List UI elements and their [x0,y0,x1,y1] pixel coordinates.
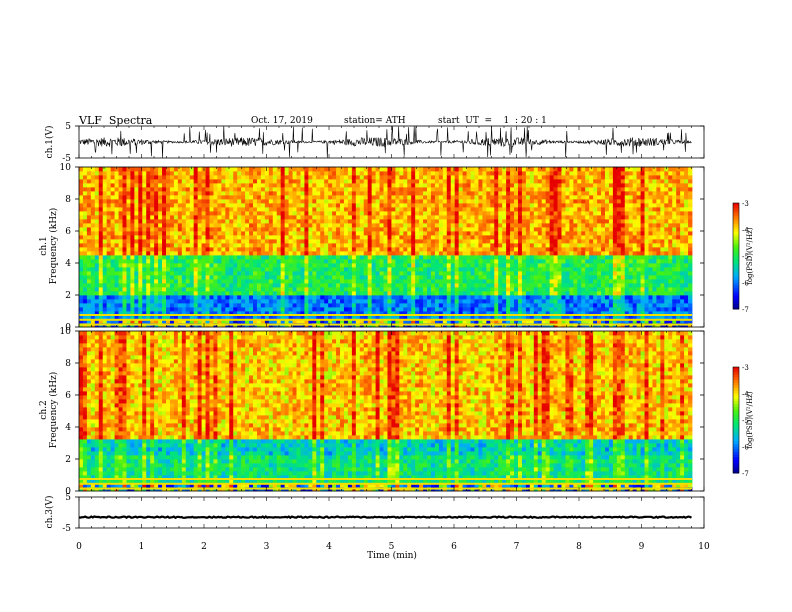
ch1-spectrogram-tick-label: 0 [65,323,71,333]
ch3-waveform-trace [78,515,693,520]
x-axis-label: Time (min) [367,550,417,561]
ch1-spectrogram-colorbar-tick-label: -3 [742,200,749,208]
ch2-spectrogram-narrowband [79,478,692,480]
ch1-spectrogram-narrowband [79,323,692,326]
ch2-spectrogram-colorbar-label: log(PSD)(V²/Hz) [746,391,754,448]
ch2-spectrogram-colorbar [733,367,739,474]
station-label: station= ATH [344,116,406,126]
ch1-spectrogram-narrowband [79,318,692,321]
ch2-spectrogram-colorbar-tick-label: -4 [742,391,749,399]
start-ut-label: start UT = 1 : 20 : 1 [438,116,547,126]
ch1-spectrogram-ylabel: ch.1 Frequency (kHz) [39,208,59,285]
ch2-spectrogram-tick-label: 4 [65,423,71,433]
ch1-waveform-tick-label: -5 [62,154,71,164]
x-tick-label: 0 [76,542,82,552]
ch2-spectrogram-ylabel-line: ch.2 [39,400,49,419]
ch2-spectrogram-tick-label: 0 [65,487,71,497]
ch1-spectrogram-colorbar-tick-label: -6 [742,280,749,288]
ch1-spectrogram-tick-label: 10 [60,163,72,173]
x-tick-label: 5 [389,542,395,552]
ch2-spectrogram-tick-label: 6 [65,391,71,401]
ch2-spectrogram-tick-label: 10 [60,327,72,337]
ch2-spectrogram-colorbar-tick-label: -3 [742,364,749,372]
ch2-spectrogram-narrowband [79,482,692,485]
ch1-spectrogram-tick-label: 2 [65,291,71,301]
ch2-spectrogram-heatmap [79,331,693,492]
ch1-spectrogram-ylabel-line: Frequency (kHz) [48,208,59,285]
ch2-spectrogram-colorbar-tick-label: -7 [742,470,749,478]
date-label: Oct. 17, 2019 [251,116,313,126]
ch1-waveform-ylabel: ch.1(V) [44,126,55,159]
ch1-spectrogram-ylabel-line: ch.1 [39,236,49,255]
ch1-spectrogram-colorbar-tick-label: -7 [742,306,749,314]
ch2-spectrogram-colorbar-frame [732,366,740,474]
ch1-spectrogram-narrowband [79,314,692,316]
ch3-waveform-ylabel: ch.3(V) [44,496,55,529]
x-tick-label: 10 [698,542,710,552]
ch2-spectrogram-ylabel-line: Frequency (kHz) [48,372,59,449]
ch1-waveform-frame [78,125,705,159]
ch3-waveform-tick-label: -5 [62,524,71,534]
ch2-spectrogram-tick-label: 8 [65,359,71,369]
ch1-spectrogram-colorbar-tick-label: -4 [742,227,749,235]
x-tick-label: 9 [639,542,645,552]
ch3-waveform-ylabel-line: ch.3(V) [44,496,55,529]
ch1-spectrogram-tick-label: 8 [65,195,71,205]
ch1-waveform-tick-label: 5 [65,122,71,132]
ch3-waveform-frame [78,496,705,529]
ch1-spectrogram-heatmap [79,167,693,328]
x-tick-label: 4 [326,542,332,552]
x-tick-label: 6 [451,542,457,552]
ch1-waveform-ylabel-line: ch.1(V) [44,126,55,159]
x-tick-label: 7 [514,542,520,552]
x-tick-label: 8 [576,542,582,552]
x-tick-label: 2 [201,542,207,552]
ch2-spectrogram-colorbar-tick-label: -5 [742,417,749,425]
ch1-spectrogram-colorbar [733,203,739,310]
ch2-spectrogram-ylabel: ch.2 Frequency (kHz) [39,372,59,449]
figure-title: VLF Spectra [79,114,153,127]
ch3-waveform-tick-label: 5 [65,493,71,503]
ch1-spectrogram-colorbar-frame [732,202,740,310]
ch1-spectrogram-tick-label: 6 [65,227,71,237]
ch1-spectrogram-colorbar-tick-label: -5 [742,253,749,261]
x-tick-label: 1 [139,542,145,552]
ch1-waveform-trace [78,125,692,158]
ch2-spectrogram-tick-label: 2 [65,455,71,465]
ch1-spectrogram-tick-label: 4 [65,259,71,269]
ch2-spectrogram-colorbar-tick-label: -6 [742,444,749,452]
ch2-spectrogram-narrowband [79,487,692,490]
ch1-spectrogram-colorbar-label: log(PSD)(V²/Hz) [746,227,754,284]
x-tick-label: 3 [264,542,270,552]
